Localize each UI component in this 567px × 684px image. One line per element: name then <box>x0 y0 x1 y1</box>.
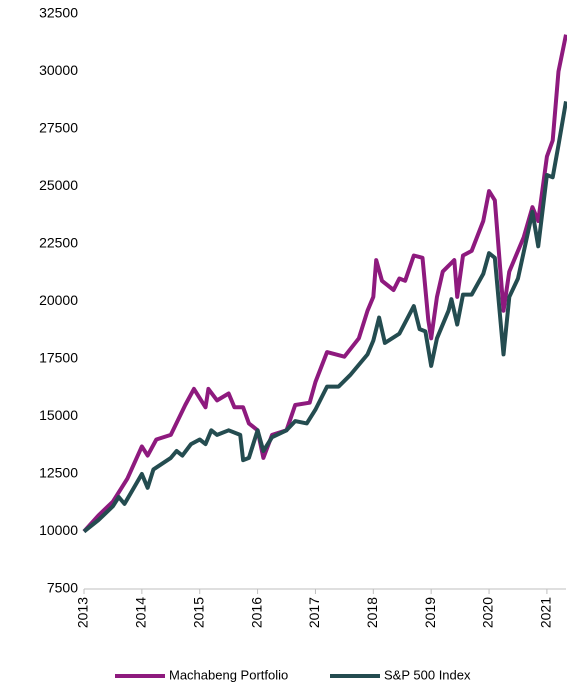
legend-label: S&P 500 Index <box>384 667 471 682</box>
y-tick-label: 30000 <box>39 62 78 78</box>
y-tick-label: 7500 <box>47 580 78 596</box>
y-tick-label: 20000 <box>39 292 78 308</box>
legend-label: Machabeng Portfolio <box>169 667 288 682</box>
x-tick-label: 2016 <box>248 597 264 628</box>
y-tick-label: 15000 <box>39 407 78 423</box>
y-tick-label: 27500 <box>39 120 78 136</box>
y-tick-label: 22500 <box>39 235 78 251</box>
x-tick-label: 2017 <box>306 597 322 628</box>
y-tick-label: 10000 <box>39 522 78 538</box>
x-tick-label: 2018 <box>364 597 380 628</box>
x-tick-label: 2020 <box>480 597 496 628</box>
y-tick-label: 32500 <box>39 5 78 21</box>
x-tick-label: 2021 <box>538 597 554 628</box>
x-tick-label: 2013 <box>75 597 91 628</box>
y-tick-label: 12500 <box>39 465 78 481</box>
x-tick-label: 2015 <box>190 597 206 628</box>
y-tick-label: 25000 <box>39 177 78 193</box>
line <box>82 34 567 533</box>
x-tick-label: 2019 <box>422 597 438 628</box>
x-tick-label: 2014 <box>133 597 149 628</box>
line <box>82 101 567 534</box>
y-tick-label: 17500 <box>39 350 78 366</box>
